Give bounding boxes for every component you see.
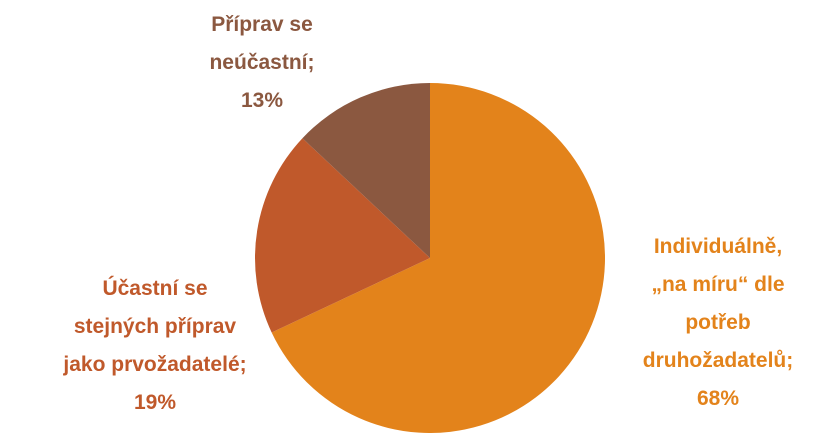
category-name: Příprav se neúčastní (209, 13, 313, 74)
data-label: Individuálně, „na míru“ dle potřeb druho… (643, 228, 794, 418)
label-separator: ; (786, 349, 794, 372)
data-label: Účastní se stejných příprav jako prvožad… (63, 270, 246, 422)
pie-slice (271, 83, 606, 433)
category-name: Individuálně, „na míru“ dle potřeb druho… (642, 235, 787, 372)
value-label: 13% (240, 89, 284, 112)
pie-slice (302, 83, 430, 258)
value-label: 19% (133, 391, 177, 414)
value-label: 68% (696, 387, 740, 410)
data-label: Příprav se neúčastní; 13% (209, 6, 314, 120)
category-name: Účastní se stejných příprav jako prvožad… (63, 277, 240, 376)
pie-slice (255, 138, 430, 333)
label-separator: ; (307, 51, 315, 74)
label-separator: ; (239, 353, 247, 376)
